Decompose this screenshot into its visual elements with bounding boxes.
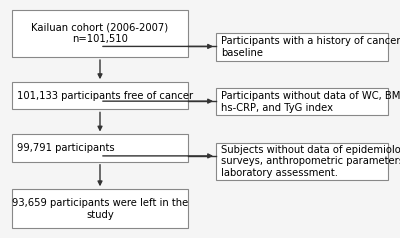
Text: 93,659 participants were left in the
study: 93,659 participants were left in the stu…: [12, 198, 188, 220]
Text: 99,791 participants: 99,791 participants: [17, 143, 114, 153]
Text: Kailuan cohort (2006-2007)
n=101,510: Kailuan cohort (2006-2007) n=101,510: [32, 23, 168, 44]
FancyBboxPatch shape: [216, 88, 388, 115]
FancyBboxPatch shape: [12, 10, 188, 57]
Text: Subjects without data of epidemiological
surveys, anthropometric parameters,
lab: Subjects without data of epidemiological…: [221, 145, 400, 178]
FancyBboxPatch shape: [216, 143, 388, 180]
FancyBboxPatch shape: [216, 33, 388, 61]
Text: Participants with a history of cancer at
baseline: Participants with a history of cancer at…: [221, 36, 400, 58]
FancyBboxPatch shape: [12, 134, 188, 162]
FancyBboxPatch shape: [12, 189, 188, 228]
Text: Participants without data of WC, BMI,
hs-CRP, and TyG index: Participants without data of WC, BMI, hs…: [221, 91, 400, 113]
Text: 101,133 participants free of cancer: 101,133 participants free of cancer: [17, 91, 193, 101]
FancyBboxPatch shape: [12, 82, 188, 109]
